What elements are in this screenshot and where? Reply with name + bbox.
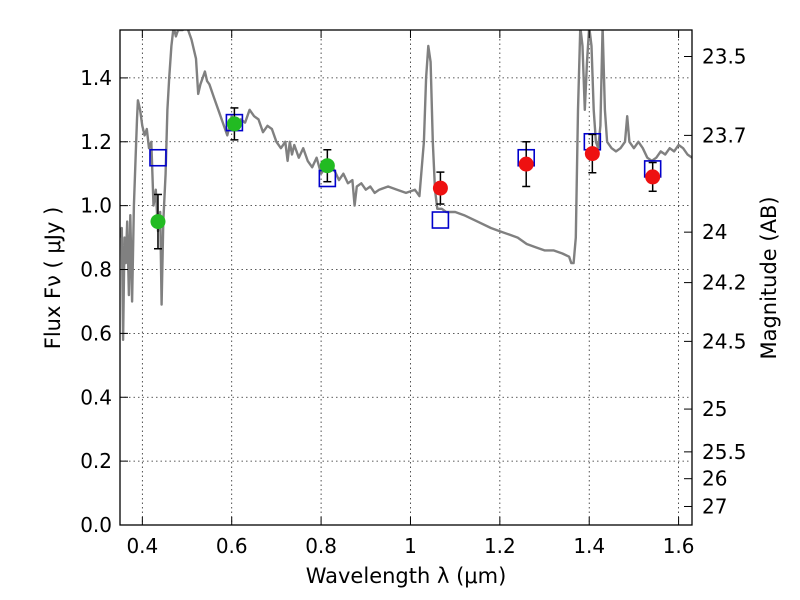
x-tick-label-2: 0.8 — [305, 534, 337, 558]
plot-frame — [119, 29, 693, 526]
nir-point-0 — [432, 180, 448, 196]
y-tick-label-2: 0.4 — [80, 385, 112, 409]
y-tick-label-6: 1.2 — [80, 130, 112, 154]
mag-tick-label-3: 24.2 — [702, 271, 747, 295]
mag-tick-label-0: 23.5 — [702, 45, 747, 69]
mag-tick-label-5: 25 — [702, 397, 727, 421]
nir-point-3 — [645, 169, 661, 185]
optical-point-2 — [319, 158, 335, 174]
y-tick-label-7: 1.4 — [80, 66, 112, 90]
optical-point-1 — [226, 116, 242, 132]
x-tick-label-1: 0.6 — [216, 534, 248, 558]
model-photometry-square-3 — [431, 211, 450, 229]
markers — [149, 107, 662, 250]
x-tick-label-5: 1.4 — [573, 534, 605, 558]
nir-point-2 — [584, 146, 600, 162]
y-tick-label-3: 0.6 — [80, 321, 112, 345]
x-tick-label-6: 1.6 — [663, 534, 695, 558]
x-tick-label-3: 1 — [404, 534, 417, 558]
x-axis-label: Wavelength λ (μm) — [306, 564, 507, 588]
y-tick-label-4: 0.8 — [80, 258, 112, 282]
x-tick-label-0: 0.4 — [126, 534, 158, 558]
y-tick-label-5: 1.0 — [80, 194, 112, 218]
y-tick-label-1: 0.2 — [80, 449, 112, 473]
optical-point-0 — [150, 214, 166, 230]
nir-point-1 — [518, 156, 534, 172]
y-axis-label: Flux Fν ( μJy ) — [41, 207, 65, 350]
mag-tick-label-2: 24 — [702, 220, 727, 244]
model-spectrum-line — [120, 30, 692, 341]
mag-tick-label-1: 23.7 — [702, 123, 747, 147]
ticks: 0.4 0.6 0.8 1 1.2 1.4 1.6 0.0 0.2 0.4 0.6 0.8 1.0 1.2… — [80, 30, 747, 558]
y-axis-right-label: Magnitude (AB) — [757, 196, 781, 359]
mag-tick-label-8: 27 — [702, 494, 727, 518]
model-photometry-square-0 — [149, 148, 167, 167]
x-tick-label-4: 1.2 — [484, 534, 516, 558]
grid — [120, 30, 692, 526]
mag-tick-label-4: 24.5 — [702, 329, 747, 353]
plot-area — [120, 30, 692, 341]
mag-tick-label-6: 25.5 — [702, 440, 747, 464]
y-tick-label-0: 0.0 — [80, 513, 112, 537]
mag-tick-label-7: 26 — [702, 467, 727, 491]
